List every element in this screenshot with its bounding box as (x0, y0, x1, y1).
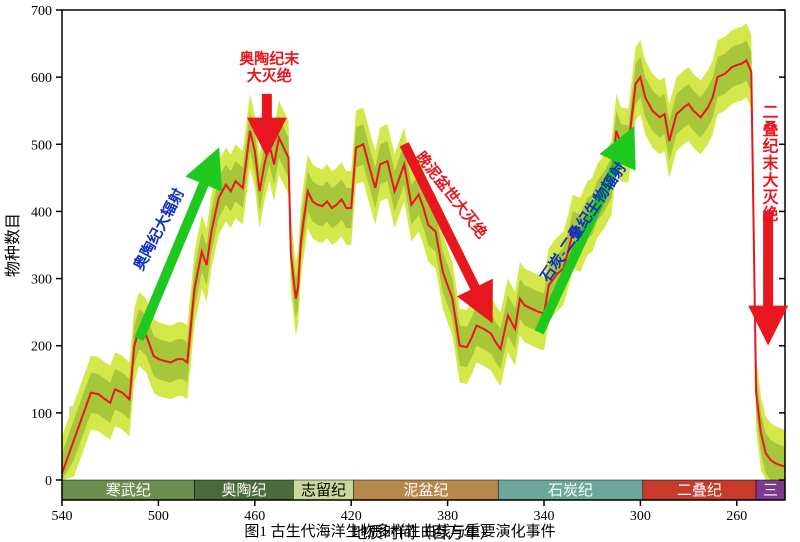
period-label: 二叠纪 (677, 482, 722, 499)
xtick-label: 340 (534, 509, 555, 524)
ytick-label: 400 (31, 205, 52, 220)
period-label: 寒武纪 (106, 481, 151, 499)
chart-svg: 寒武纪 奥陶纪 志留纪 泥盆纪 石炭纪 二叠纪 三 0 100 200 300 400 500 600 70… (0, 0, 800, 542)
period-label: 志留纪 (301, 482, 346, 499)
period-label: 泥盆纪 (403, 482, 448, 499)
ytick-label: 300 (31, 273, 52, 288)
xtick-label: 540 (52, 509, 73, 524)
annotation: 二叠纪末大灭绝 (762, 104, 780, 223)
y-axis-label: 物种数目 (4, 213, 22, 277)
figure-caption: 图1 古生代海洋生物多样性曲线与重要演化事件 (244, 523, 555, 540)
annotation: 奥陶纪末大灭绝 (239, 50, 300, 85)
period-label: 奥陶纪 (221, 482, 266, 499)
xtick-label: 420 (341, 509, 362, 524)
period-label: 三 (763, 483, 778, 499)
xtick-label: 460 (244, 509, 265, 524)
ytick-label: 500 (31, 138, 52, 153)
xtick-label: 500 (148, 509, 169, 524)
period-label: 石炭纪 (548, 482, 593, 499)
xtick-label: 260 (726, 509, 747, 524)
xtick-label: 380 (437, 509, 458, 524)
ytick-label: 200 (31, 340, 52, 355)
xtick-label: 300 (630, 509, 651, 524)
ytick-label: 0 (45, 474, 52, 489)
ytick-label: 700 (31, 4, 52, 19)
chart-figure: 寒武纪 奥陶纪 志留纪 泥盆纪 石炭纪 二叠纪 三 0 100 200 300 400 500 600 70… (0, 0, 800, 542)
ytick-label: 600 (31, 71, 52, 86)
ytick-label: 100 (31, 407, 52, 422)
